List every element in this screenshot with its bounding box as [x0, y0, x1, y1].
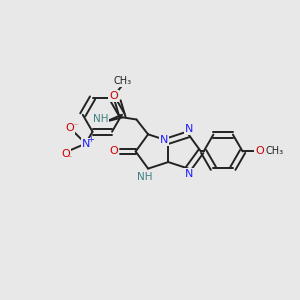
- Text: N: N: [184, 124, 193, 134]
- Text: CH₃: CH₃: [114, 76, 132, 86]
- Text: N: N: [185, 169, 193, 179]
- Text: ⁻: ⁻: [74, 121, 77, 130]
- Text: CH₃: CH₃: [266, 146, 284, 157]
- Text: N: N: [82, 139, 90, 148]
- Text: NH: NH: [93, 114, 108, 124]
- Text: O: O: [109, 146, 118, 157]
- Text: N: N: [160, 135, 168, 145]
- Text: +: +: [87, 135, 94, 144]
- Text: O: O: [61, 148, 70, 158]
- Text: O: O: [255, 146, 264, 157]
- Text: O: O: [65, 123, 74, 134]
- Text: NH: NH: [137, 172, 153, 182]
- Text: O: O: [109, 91, 118, 101]
- Text: ⁻: ⁻: [67, 153, 71, 162]
